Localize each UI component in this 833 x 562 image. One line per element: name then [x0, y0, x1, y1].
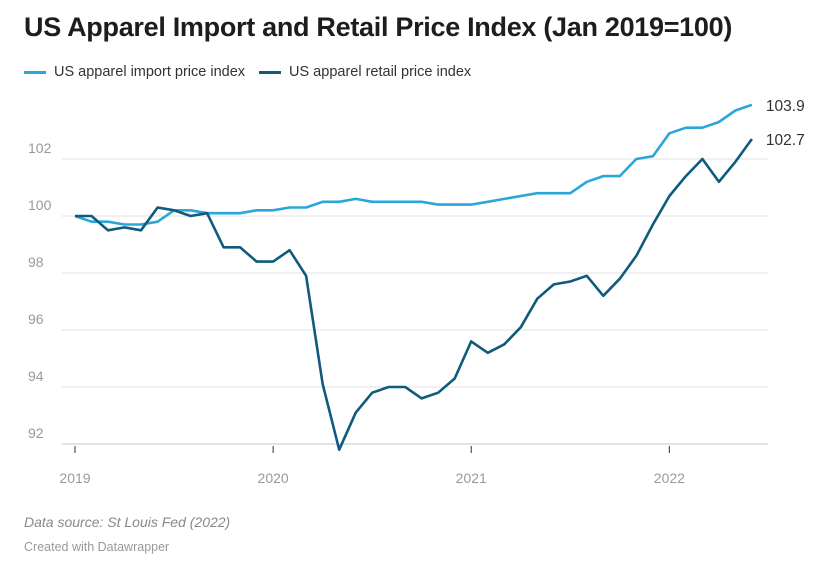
y-tick-label: 100 [28, 197, 52, 213]
legend-item-import: US apparel import price index [24, 64, 245, 80]
y-tick-label: 98 [28, 254, 44, 270]
legend-item-retail: US apparel retail price index [259, 64, 471, 80]
y-tick-label: 92 [28, 425, 44, 441]
x-tick-label: 2022 [654, 470, 685, 486]
y-tick-label: 102 [28, 140, 52, 156]
series-line-import [74, 103, 753, 226]
legend-label-retail: US apparel retail price index [289, 64, 472, 80]
x-tick-label: 2020 [258, 470, 289, 486]
x-tick-label: 2021 [456, 470, 487, 486]
credit: Created with Datawrapper [24, 540, 170, 554]
legend-label-import: US apparel import price index [54, 64, 246, 80]
legend: US apparel import price index US apparel… [24, 64, 485, 80]
legend-swatch-retail [259, 70, 282, 74]
chart-title: US Apparel Import and Retail Price Index… [24, 12, 733, 42]
end-label: 103.9 [766, 98, 805, 115]
data-source: Data source: St Louis Fed (2022) [24, 514, 231, 530]
x-tick-label: 2019 [59, 470, 90, 486]
series-line-retail [75, 138, 753, 452]
legend-swatch-import [24, 70, 46, 74]
y-tick-label: 94 [28, 368, 44, 384]
end-label: 102.7 [766, 132, 805, 149]
y-tick-label: 96 [28, 311, 44, 327]
